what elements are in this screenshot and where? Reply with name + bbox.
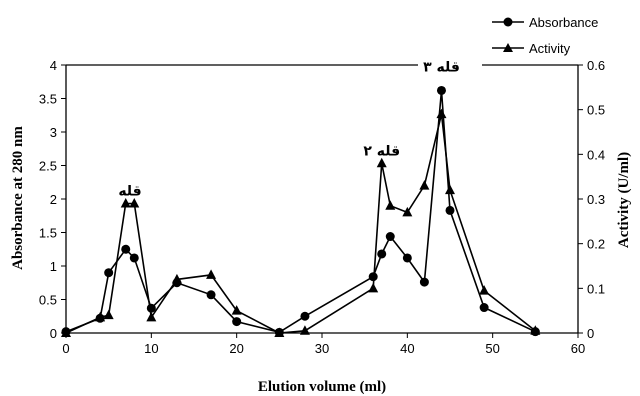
absorbance-point bbox=[445, 205, 455, 215]
peak-annotation: قله ۲ bbox=[363, 143, 400, 159]
activity-point bbox=[61, 327, 71, 337]
absorbance-point bbox=[232, 317, 242, 327]
x-tick-label: 60 bbox=[571, 341, 585, 356]
activity-point bbox=[120, 197, 131, 208]
activity-point bbox=[445, 184, 455, 195]
legend-absorbance-marker bbox=[503, 17, 513, 27]
y-tick-label: 1.5 bbox=[39, 226, 57, 241]
activity-point bbox=[419, 180, 430, 190]
y2-tick-label: 0.6 bbox=[587, 58, 605, 73]
peak-annotation: قله bbox=[118, 184, 141, 200]
y-tick-label: 2 bbox=[50, 192, 57, 207]
legend: Absorbance Activity bbox=[492, 15, 598, 56]
activity-point bbox=[231, 305, 242, 315]
activity-point bbox=[103, 309, 114, 320]
activity-point bbox=[146, 311, 157, 322]
x-tick-label: 50 bbox=[485, 341, 499, 356]
activity-point bbox=[368, 282, 379, 293]
absorbance-point bbox=[121, 244, 131, 254]
x-tick-label: 20 bbox=[229, 341, 243, 356]
x-tick-label: 0 bbox=[62, 341, 69, 356]
absorbance-point bbox=[104, 268, 114, 278]
y2-tick-label: 0.3 bbox=[587, 192, 605, 207]
legend-activity-label: Activity bbox=[529, 41, 571, 56]
absorbance-point bbox=[385, 232, 395, 242]
y-tick-label: 0 bbox=[50, 326, 57, 341]
y-tick-label: 2.5 bbox=[39, 159, 57, 174]
activity-series-line bbox=[65, 113, 536, 334]
y2-tick-label: 0.5 bbox=[587, 103, 605, 118]
absorbance-point bbox=[300, 311, 310, 321]
y-tick-label: 0.5 bbox=[39, 293, 57, 308]
absorbance-point bbox=[402, 253, 412, 263]
y2-tick-label: 0.2 bbox=[587, 237, 605, 252]
activity-point bbox=[299, 325, 310, 335]
legend-absorbance-label: Absorbance bbox=[529, 15, 598, 30]
absorbance-point bbox=[206, 290, 216, 300]
absorbance-point bbox=[436, 85, 446, 95]
absorbance-series-line bbox=[65, 90, 536, 334]
y-ticks-right: 0 0.1 0.2 0.3 0.4 0.5 0.6 bbox=[578, 58, 605, 341]
absorbance-point bbox=[479, 303, 489, 313]
y2-axis-title: Activity (U/ml) bbox=[616, 152, 632, 248]
x-tick-label: 30 bbox=[315, 341, 329, 356]
y2-tick-label: 0.1 bbox=[587, 281, 605, 296]
series-layer bbox=[61, 85, 541, 337]
y-ticks-left: 0 0.5 1 1.5 2 2.5 3 3.5 4 bbox=[39, 58, 66, 341]
activity-point bbox=[402, 206, 413, 217]
y-axis-title: Absorbance at 280 nm bbox=[10, 126, 26, 270]
activity-point bbox=[385, 200, 396, 210]
absorbance-point bbox=[419, 277, 429, 287]
x-ticks: 0 10 20 30 40 50 60 bbox=[62, 333, 585, 356]
activity-point bbox=[95, 311, 106, 322]
activity-point bbox=[129, 197, 140, 208]
y2-tick-label: 0.4 bbox=[587, 147, 605, 162]
x-tick-label: 10 bbox=[144, 341, 158, 356]
y-tick-label: 1 bbox=[50, 259, 57, 274]
absorbance-point bbox=[377, 249, 387, 259]
activity-point bbox=[206, 269, 217, 279]
annotation-layer: قله قله ۲ قله ۳ bbox=[118, 60, 460, 200]
activity-point bbox=[171, 273, 182, 284]
activity-point bbox=[530, 325, 541, 335]
y-tick-label: 4 bbox=[50, 58, 57, 73]
peak-annotation: قله ۳ bbox=[423, 60, 460, 76]
y2-tick-label: 0 bbox=[587, 326, 594, 341]
y-tick-label: 3 bbox=[50, 125, 57, 140]
x-axis-title: Elution volume (ml) bbox=[258, 379, 386, 395]
activity-point bbox=[436, 108, 447, 119]
y-tick-label: 3.5 bbox=[39, 92, 57, 107]
absorbance-point bbox=[129, 253, 139, 263]
activity-point bbox=[274, 327, 285, 337]
activity-point bbox=[376, 157, 387, 168]
legend-activity-marker bbox=[503, 43, 513, 52]
plot-frame bbox=[65, 64, 579, 334]
activity-point bbox=[479, 285, 490, 295]
x-tick-label: 40 bbox=[400, 341, 414, 356]
